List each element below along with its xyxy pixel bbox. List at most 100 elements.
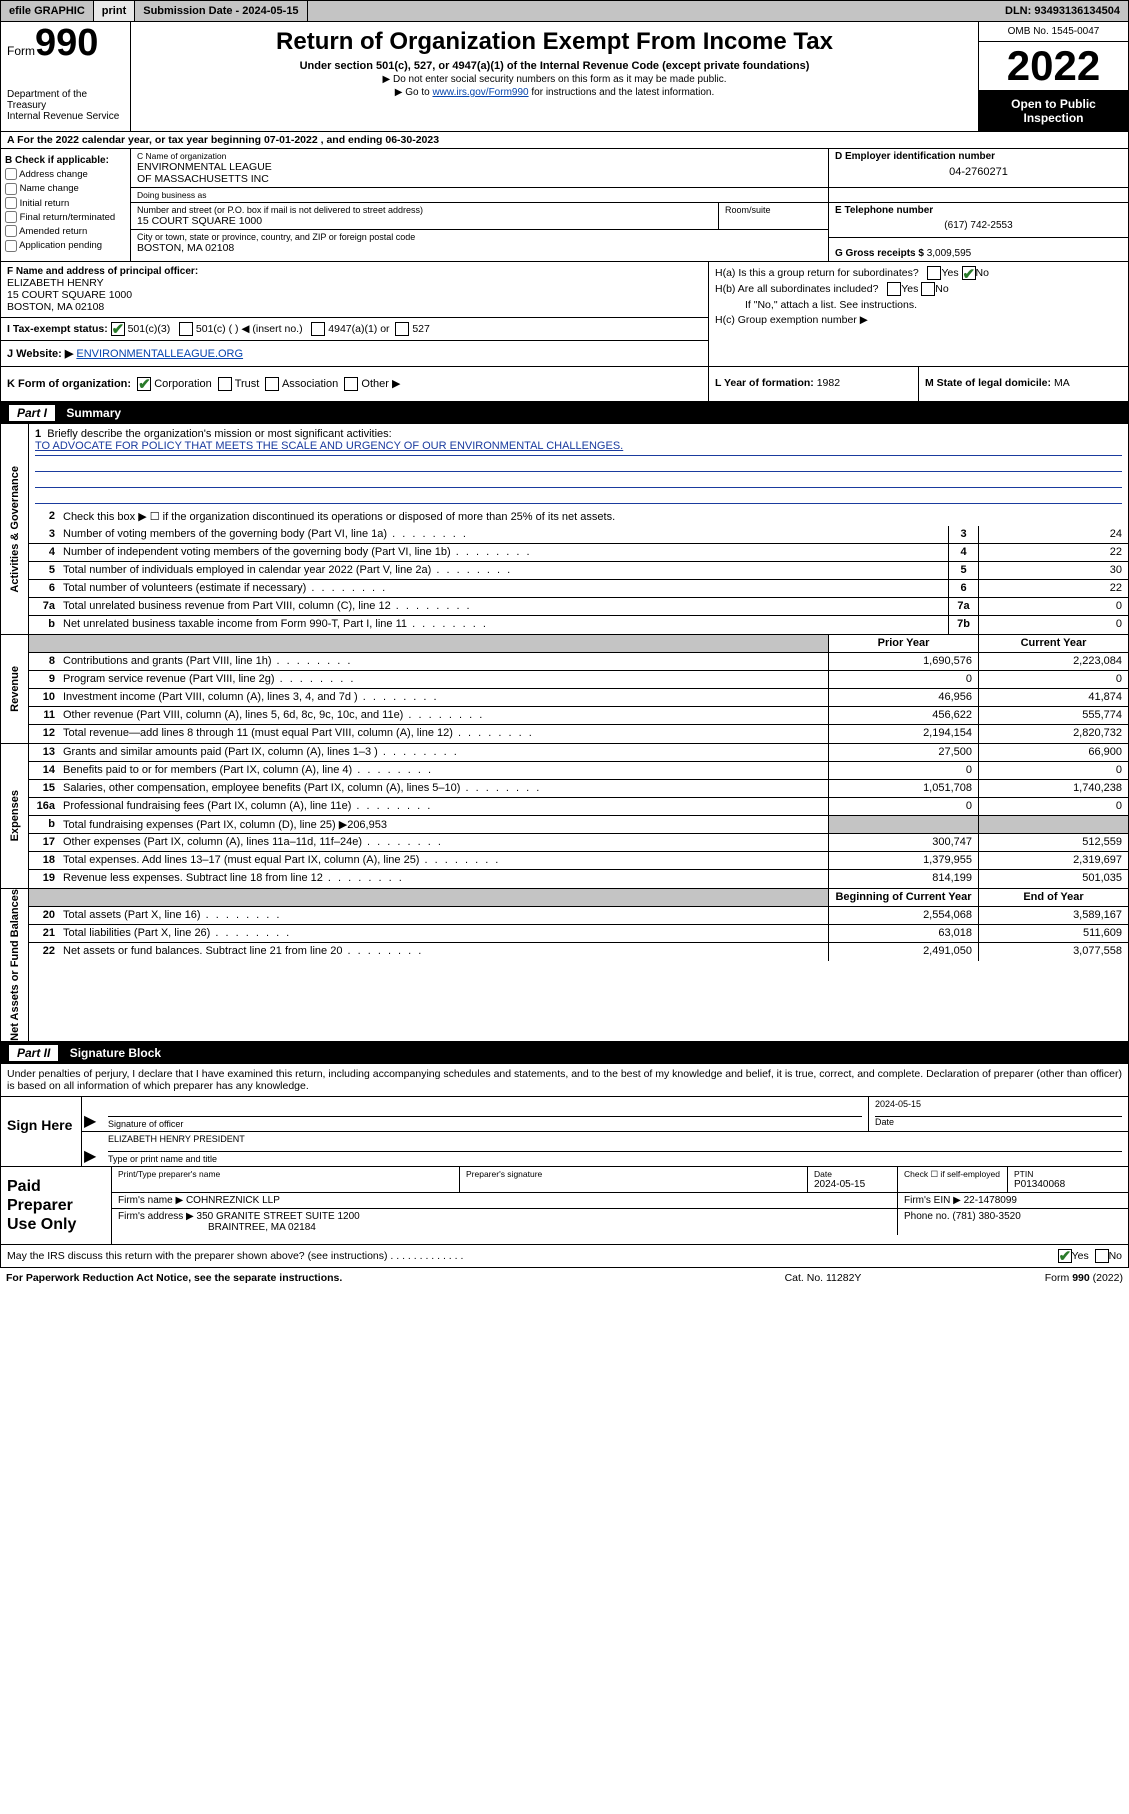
chk-address-change[interactable]: Address change [5, 168, 126, 182]
part2-label: Part II [9, 1045, 58, 1061]
table-row: 22Net assets or fund balances. Subtract … [29, 943, 1128, 961]
row-text: Grants and similar amounts paid (Part IX… [59, 744, 828, 761]
q2-num: 2 [29, 508, 59, 526]
sign-block: Sign Here ▶ Signature of officer 2024-05… [0, 1097, 1129, 1167]
prior-value [828, 816, 978, 833]
row-num: 8 [29, 653, 59, 670]
ha-no-icon [962, 266, 976, 280]
firm-name-value: COHNREZNICK LLP [186, 1195, 280, 1206]
sub3-pre: ▶ Go to [395, 87, 433, 98]
officer-name: ELIZABETH HENRY [7, 277, 104, 289]
row-text: Revenue less expenses. Subtract line 18 … [59, 870, 828, 888]
instructions-link[interactable]: www.irs.gov/Form990 [432, 87, 528, 98]
rev-hdr-text [59, 635, 828, 652]
dba: Doing business as [131, 188, 828, 202]
table-row: 14Benefits paid to or for members (Part … [29, 762, 1128, 780]
chk-amended-return[interactable]: Amended return [5, 225, 126, 239]
dln-value: 93493136134504 [1034, 5, 1120, 17]
city: City or town, state or province, country… [131, 230, 828, 256]
row-num: b [29, 816, 59, 833]
prep-selfemp: Check ☐ if self-employed [898, 1167, 1008, 1192]
discuss-no-icon [1095, 1249, 1109, 1263]
current-value: 0 [978, 762, 1128, 779]
mission-text: TO ADVOCATE FOR POLICY THAT MEETS THE SC… [35, 440, 1122, 456]
part1-label: Part I [9, 405, 55, 421]
irs-discuss: May the IRS discuss this return with the… [0, 1245, 1129, 1268]
current-value: 66,900 [978, 744, 1128, 761]
table-row: 21Total liabilities (Part X, line 26)63,… [29, 925, 1128, 943]
part1-name: Summary [66, 406, 121, 420]
chk-527-icon [395, 322, 409, 336]
table-row: 20Total assets (Part X, line 16)2,554,06… [29, 907, 1128, 925]
mission-blank3 [35, 490, 1122, 504]
ty-a: A For the 2022 calendar year, or tax yea… [7, 134, 264, 146]
form-title: Return of Organization Exempt From Incom… [141, 28, 968, 56]
prep-row1: Print/Type preparer's name Preparer's si… [112, 1167, 1128, 1193]
row-box: 4 [948, 544, 978, 561]
room-label: Room/suite [725, 205, 822, 215]
form-title-box: Return of Organization Exempt From Incom… [131, 22, 978, 131]
row-text: Other revenue (Part VIII, column (A), li… [59, 707, 828, 724]
l-label: L Year of formation: [715, 377, 817, 389]
l-value: 1982 [817, 377, 840, 389]
row-box: 5 [948, 562, 978, 579]
m-label: M State of legal domicile: [925, 377, 1054, 389]
exp-tab-text: Expenses [9, 790, 21, 841]
expenses-tab: Expenses [1, 744, 29, 888]
revenue-tab: Revenue [1, 635, 29, 743]
row-text: Total expenses. Add lines 13–17 (must eq… [59, 852, 828, 869]
table-row: 19Revenue less expenses. Subtract line 1… [29, 870, 1128, 888]
sig-name: ELIZABETH HENRY PRESIDENT Type or print … [102, 1132, 1128, 1166]
current-value: 501,035 [978, 870, 1128, 888]
current-value: 2,820,732 [978, 725, 1128, 743]
preparer-label: Paid Preparer Use Only [1, 1167, 111, 1245]
ty-mid: , and ending [321, 134, 386, 146]
row-value: 22 [978, 544, 1128, 561]
b-header: B Check if applicable: [5, 153, 126, 168]
preparer-right: Print/Type preparer's name Preparer's si… [111, 1167, 1128, 1245]
prep-row3: Firm's address ▶ 350 GRANITE STREET SUIT… [112, 1209, 1128, 1235]
chk-501c3-icon [111, 322, 125, 336]
submission-date: Submission Date - 2024-05-15 [135, 1, 307, 21]
prior-value: 46,956 [828, 689, 978, 706]
prior-value: 27,500 [828, 744, 978, 761]
row-text: Professional fundraising fees (Part IX, … [59, 798, 828, 815]
firm-name: Firm's name ▶ COHNREZNICK LLP [112, 1193, 898, 1208]
website-link[interactable]: ENVIRONMENTALLEAGUE.ORG [76, 348, 243, 360]
preparer-block: Paid Preparer Use Only Print/Type prepar… [0, 1167, 1129, 1246]
table-row: bTotal fundraising expenses (Part IX, co… [29, 816, 1128, 834]
dept-label: Department of the Treasury Internal Reve… [7, 89, 124, 122]
k-other: Other ▶ [361, 378, 400, 390]
print-button[interactable]: print [94, 1, 135, 21]
c-name: C Name of organization ENVIRONMENTAL LEA… [131, 149, 828, 187]
k-trust: Trust [235, 378, 260, 390]
sig-arrow1: ▶ [82, 1097, 102, 1131]
prior-value: 1,051,708 [828, 780, 978, 797]
chk-name-change[interactable]: Name change [5, 182, 126, 196]
sig-arrow2: ▶ [82, 1132, 102, 1166]
row-text: Number of voting members of the governin… [59, 526, 948, 543]
chk-initial-return[interactable]: Initial return [5, 197, 126, 211]
row-value: 0 [978, 616, 1128, 634]
prior-value: 2,491,050 [828, 943, 978, 961]
tel-label: E Telephone number [829, 203, 1128, 218]
m-value: MA [1054, 377, 1070, 389]
current-value: 0 [978, 671, 1128, 688]
firm-addr1: 350 GRANITE STREET SUITE 1200 [197, 1211, 360, 1222]
phone-value: (781) 380-3520 [952, 1211, 1020, 1222]
j-website: J Website: ▶ ENVIRONMENTALLEAGUE.ORG [1, 341, 708, 366]
officer-city: BOSTON, MA 02108 [7, 301, 104, 313]
prior-value: 1,379,955 [828, 852, 978, 869]
chk-final-return[interactable]: Final return/terminated [5, 211, 126, 225]
prior-value: 814,199 [828, 870, 978, 888]
f-label: F Name and address of principal officer: [7, 266, 198, 277]
j-label: J Website: ▶ [7, 348, 76, 360]
row-value: 30 [978, 562, 1128, 579]
row-num: 17 [29, 834, 59, 851]
form-number: 990 [35, 22, 98, 65]
chk-application-pending[interactable]: Application pending [5, 239, 126, 253]
row-box: 6 [948, 580, 978, 597]
gross-receipts: G Gross receipts $ 3,009,595 [829, 238, 1128, 261]
block-klm: K Form of organization: Corporation Trus… [0, 367, 1129, 402]
sign-right: ▶ Signature of officer 2024-05-15 Date ▶… [81, 1097, 1128, 1166]
